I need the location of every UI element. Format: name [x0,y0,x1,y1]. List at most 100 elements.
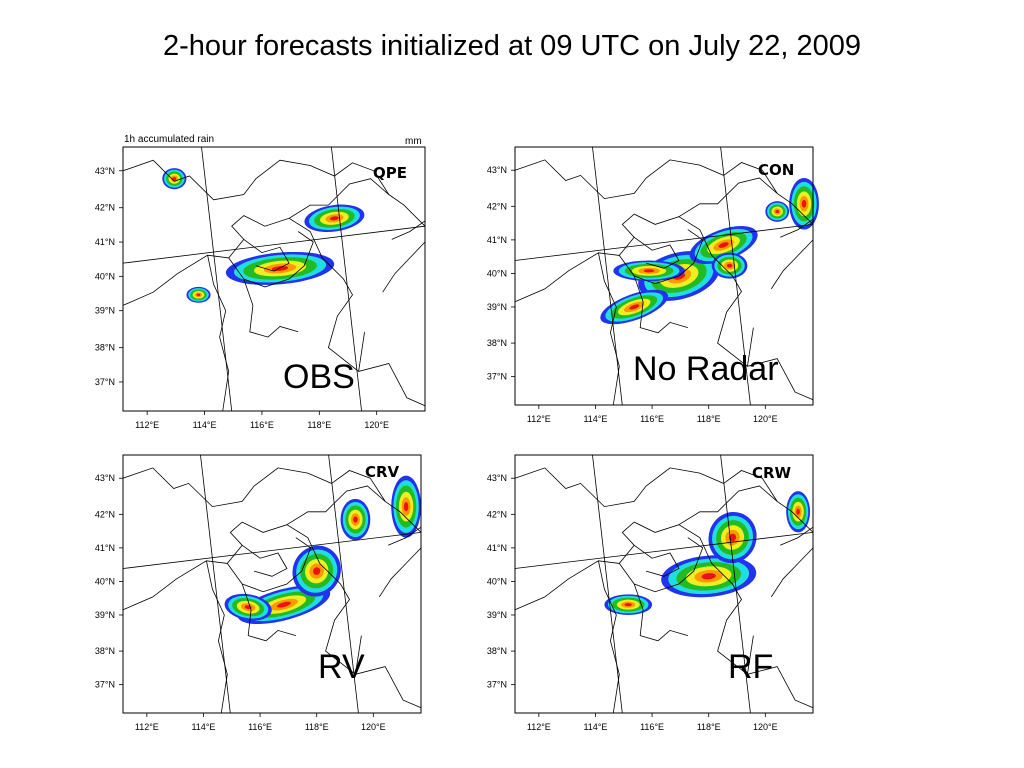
lat-tick-label: 41°N [487,543,507,553]
border-line [747,327,754,367]
meridian-line [330,146,362,412]
lon-tick-label: 114°E [583,414,607,424]
map-crw: 43°N 42°N 41°N 40°N 39°N 38°N 37°N 112°E 114°E 11… [487,454,814,732]
lon-tick-label: 120°E [364,420,389,430]
panel-crw-label: RF [728,648,774,686]
lon-tick-label: 120°E [753,414,778,424]
parallel-line [514,532,814,569]
panel-crw: 43°N 42°N 41°N 40°N 39°N 38°N 37°N 112°E 114°E 11… [487,454,814,732]
border-line [770,239,814,290]
lon-tick-label: 118°E [305,722,329,732]
parallel-line [514,224,814,261]
border-line [633,544,680,577]
rain-cell [801,199,807,208]
border-line [288,178,426,227]
rain-cell [726,263,733,268]
lat-tick-label: 39°N [95,306,115,316]
map-frame [122,454,422,714]
border-line [243,278,299,338]
meridian-line [200,454,231,714]
meridian-line [328,454,359,714]
lat-tick-label: 40°N [487,268,507,278]
province-borders [122,454,422,714]
rain-cell [701,573,716,580]
lon-tick-label: 112°E [135,722,159,732]
lat-tick-label: 40°N [95,576,115,586]
meridian-line [592,146,623,406]
rain-cell [353,516,358,523]
lat-tick-label: 42°N [487,201,507,211]
border-line [514,467,778,508]
border-line [241,544,288,577]
lat-tick-label: 37°N [487,680,507,690]
slide-title: 2-hour forecasts initialized at 09 UTC o… [163,30,861,62]
panel-obs-header: 1h accumulated rain [124,134,215,145]
border-line [633,583,688,642]
panel-con: 43°N 42°N 41°N 40°N 39°N 38°N 37°N 112°E 114°E 11… [487,146,819,424]
rain-overlay [162,168,365,303]
rain-cell [643,269,655,273]
meridian-line [592,454,623,714]
border-line [243,239,290,272]
rain-cell [276,601,291,608]
rain-cell [403,501,409,512]
map-con: 43°N 42°N 41°N 40°N 39°N 38°N 37°N 112°E 114°E 11… [487,146,819,424]
lat-tick-label: 42°N [95,203,115,213]
province-borders [514,146,814,406]
border-line [122,215,426,407]
border-line [514,213,814,401]
border-line [678,485,814,533]
rain-cell [796,508,800,515]
panel-obs-units: mm [405,136,422,147]
panel-obs-tag: QPE [373,164,407,182]
border-line [122,159,390,201]
lat-tick-label: 43°N [487,165,507,175]
lon-tick-label: 112°E [135,420,159,430]
lat-tick-label: 42°N [95,509,115,519]
lat-tick-label: 43°N [95,473,115,483]
lat-tick-label: 41°N [95,543,115,553]
lon-tick-label: 116°E [640,722,664,732]
lon-tick-label: 112°E [527,414,551,424]
lon-tick-label: 118°E [307,420,331,430]
meridian-line [720,146,751,406]
border-line [747,635,754,675]
map-frame [514,454,814,714]
border-line [286,485,422,533]
border-line [378,547,422,598]
panel-crw-tag: CRW [752,464,792,482]
rain-cell [624,603,632,607]
border-line [355,635,362,675]
rain-overlay [604,491,811,615]
border-line [358,331,365,372]
lon-tick-label: 116°E [248,722,272,732]
border-line [241,583,296,642]
panel-con-tag: CON [758,161,795,179]
meridian-line [720,454,751,714]
lat-tick-label: 38°N [487,646,507,656]
rain-cell [313,567,321,575]
rain-cell [329,216,339,221]
lon-tick-label: 114°E [191,722,215,732]
border-line [122,467,386,508]
border-line [780,218,814,238]
map-obs: 43°N 42°N 41°N 40°N 39°N 38°N 37°N 112°E 114°E 11… [95,146,426,430]
map-crv: 43°N 42°N 41°N 40°N 39°N 38°N 37°N 112°E 114°E 11… [95,454,422,732]
lat-tick-label: 38°N [95,343,115,353]
parallel-line [122,532,422,569]
lat-tick-label: 39°N [487,610,507,620]
rain-cell [172,177,177,181]
lat-tick-label: 37°N [487,372,507,382]
border-line [770,547,814,598]
panel-con-label: No Radar [633,350,779,388]
lon-tick-label: 112°E [527,722,551,732]
lat-tick-label: 42°N [487,509,507,519]
panel-crv: 43°N 42°N 41°N 40°N 39°N 38°N 37°N 112°E 114°E 11… [95,454,422,732]
lat-tick-label: 39°N [487,302,507,312]
rain-cell [718,242,729,248]
rain-overlay [224,475,421,625]
lon-tick-label: 118°E [697,414,721,424]
lat-tick-label: 40°N [95,271,115,281]
border-line [514,159,778,200]
lat-tick-label: 41°N [95,237,115,247]
